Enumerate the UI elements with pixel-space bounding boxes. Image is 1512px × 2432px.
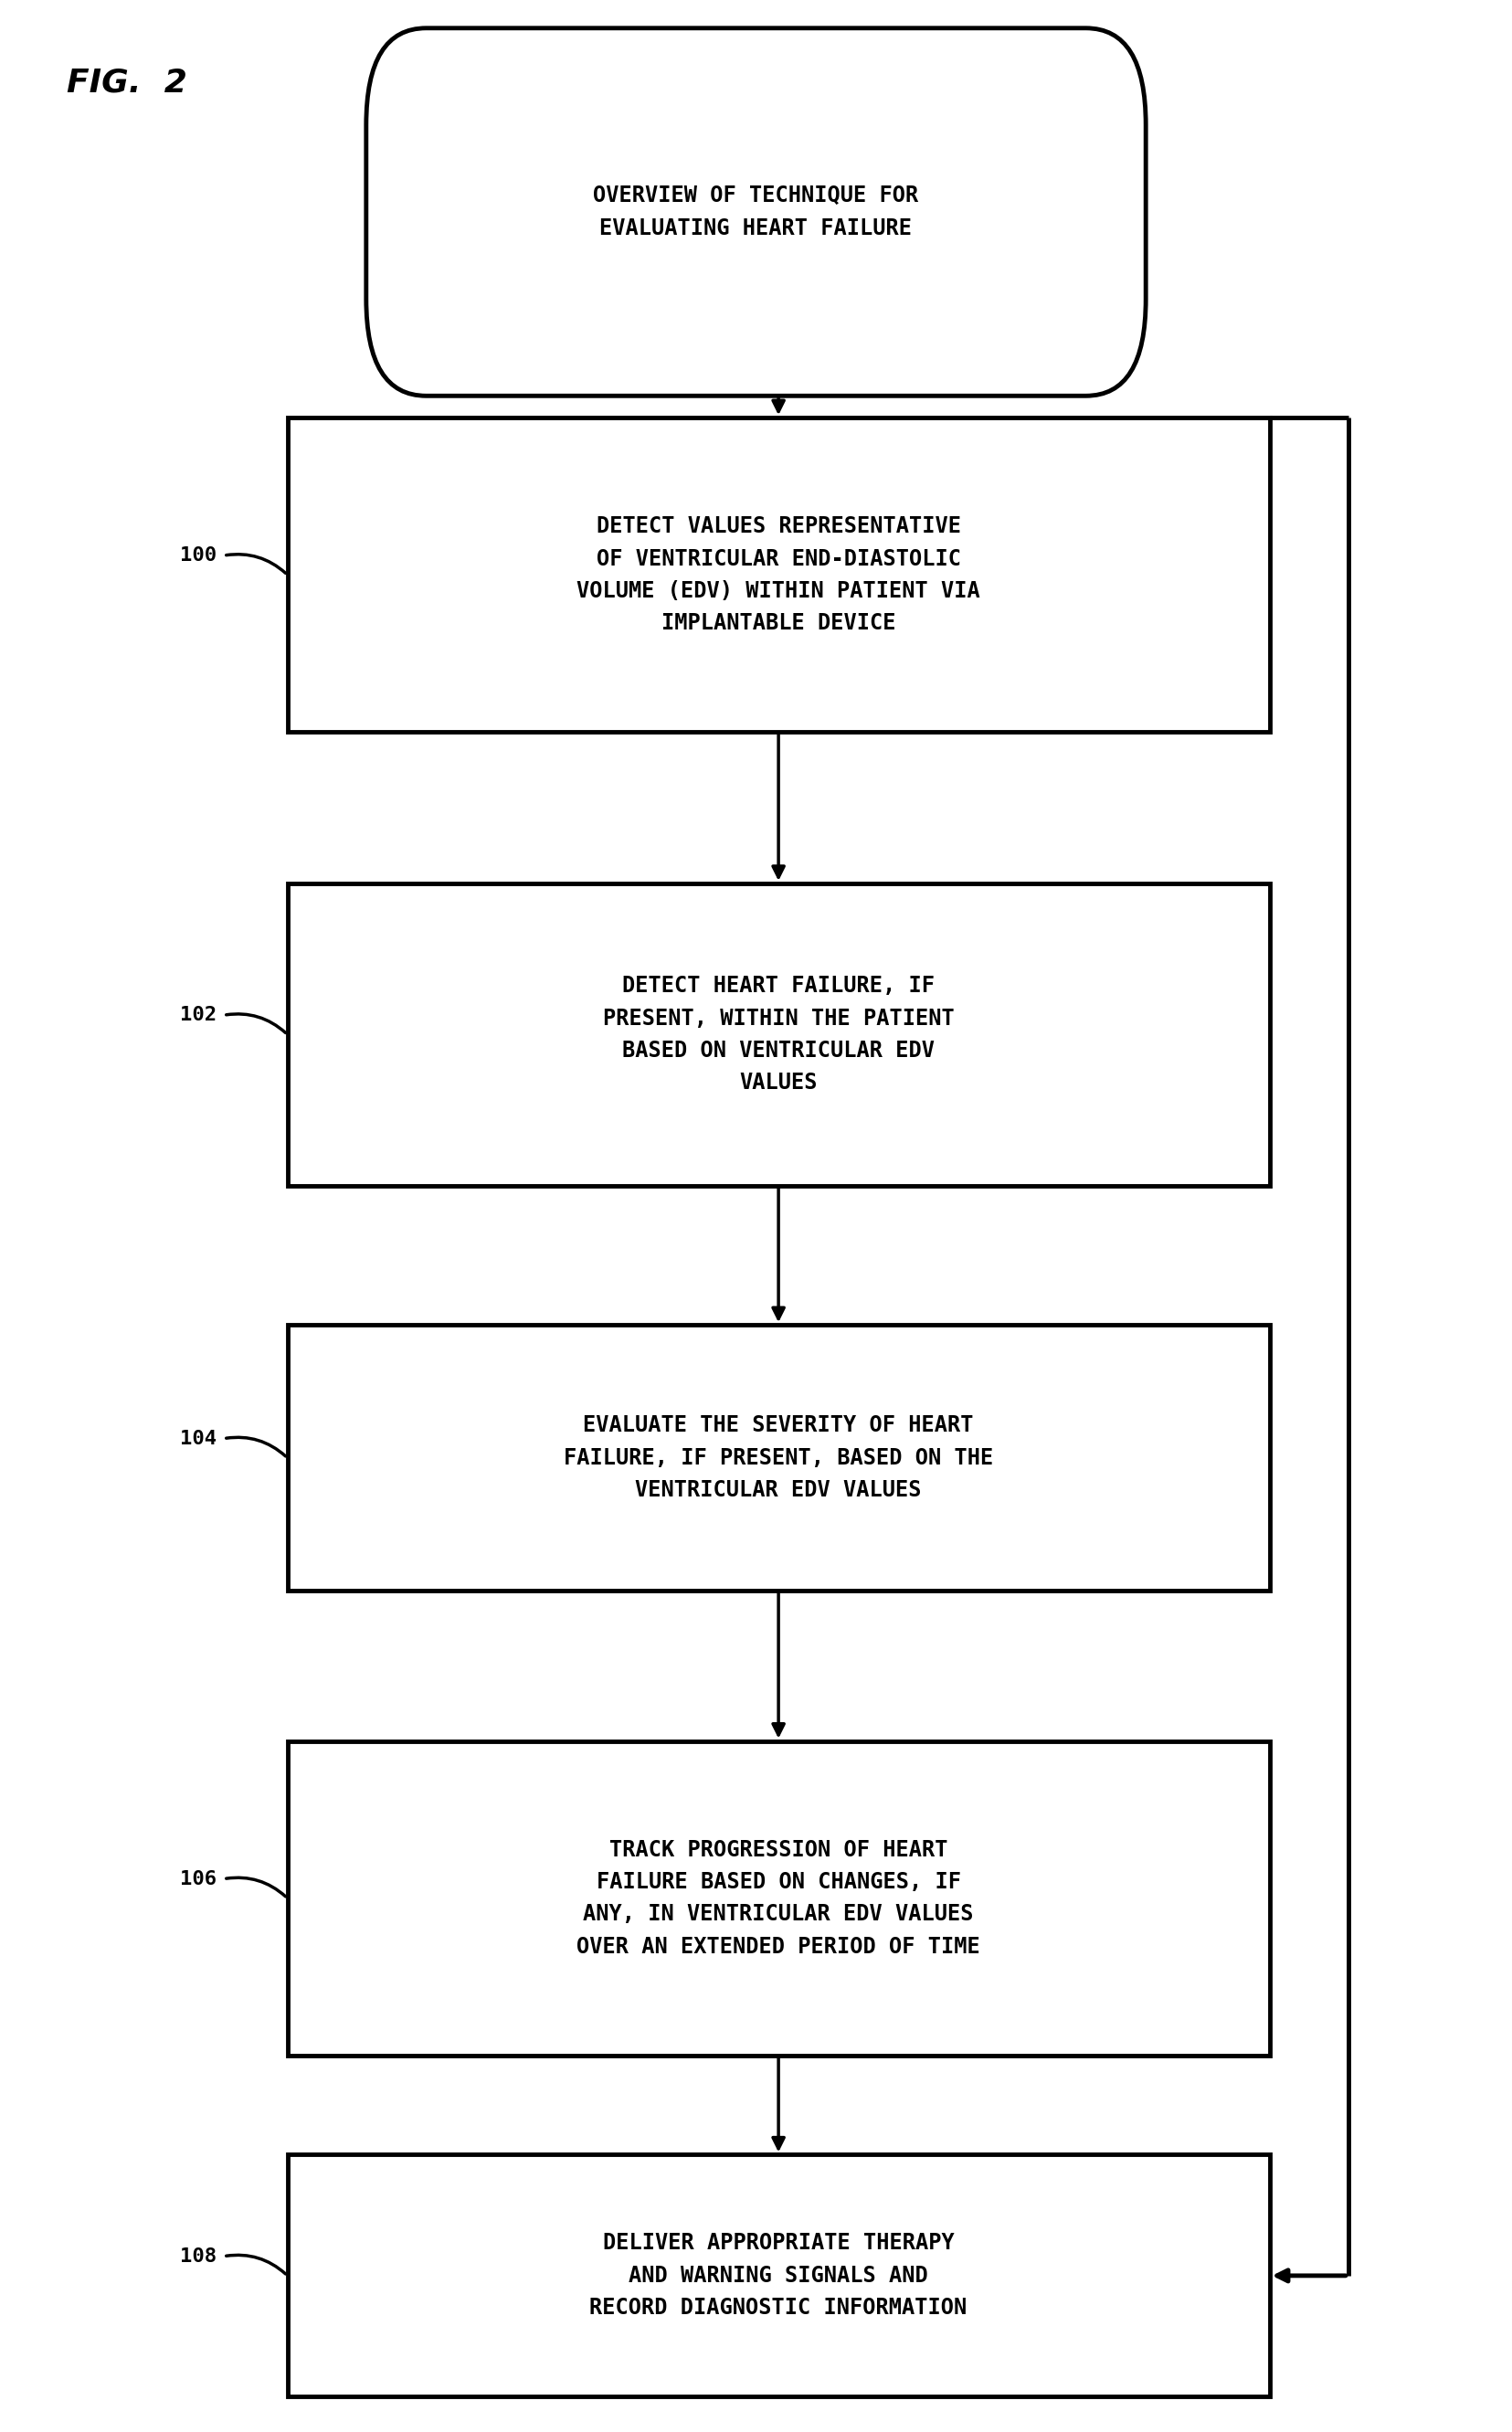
Text: DELIVER APPROPRIATE THERAPY
AND WARNING SIGNALS AND
RECORD DIAGNOSTIC INFORMATIO: DELIVER APPROPRIATE THERAPY AND WARNING … [590, 2233, 968, 2320]
Text: 108: 108 [180, 2247, 216, 2267]
Text: 104: 104 [180, 1430, 216, 1447]
Text: EVALUATE THE SEVERITY OF HEART
FAILURE, IF PRESENT, BASED ON THE
VENTRICULAR EDV: EVALUATE THE SEVERITY OF HEART FAILURE, … [564, 1415, 993, 1501]
Bar [287, 2155, 1270, 2396]
Text: 106: 106 [180, 1870, 216, 1887]
Text: 102: 102 [180, 1007, 216, 1024]
Text: 100: 100 [180, 547, 216, 564]
Bar [287, 883, 1270, 1187]
Text: TRACK PROGRESSION OF HEART
FAILURE BASED ON CHANGES, IF
ANY, IN VENTRICULAR EDV : TRACK PROGRESSION OF HEART FAILURE BASED… [576, 1839, 980, 1958]
Bar [287, 1741, 1270, 2055]
Text: DETECT HEART FAILURE, IF
PRESENT, WITHIN THE PATIENT
BASED ON VENTRICULAR EDV
VA: DETECT HEART FAILURE, IF PRESENT, WITHIN… [603, 975, 954, 1094]
Text: OVERVIEW OF TECHNIQUE FOR
EVALUATING HEART FAILURE: OVERVIEW OF TECHNIQUE FOR EVALUATING HEA… [593, 185, 919, 238]
Text: DETECT VALUES REPRESENTATIVE
OF VENTRICULAR END-DIASTOLIC
VOLUME (EDV) WITHIN PA: DETECT VALUES REPRESENTATIVE OF VENTRICU… [576, 516, 980, 635]
Bar [287, 1325, 1270, 1591]
FancyBboxPatch shape [366, 29, 1146, 396]
Text: FIG.  2: FIG. 2 [67, 66, 187, 97]
Bar [287, 418, 1270, 732]
